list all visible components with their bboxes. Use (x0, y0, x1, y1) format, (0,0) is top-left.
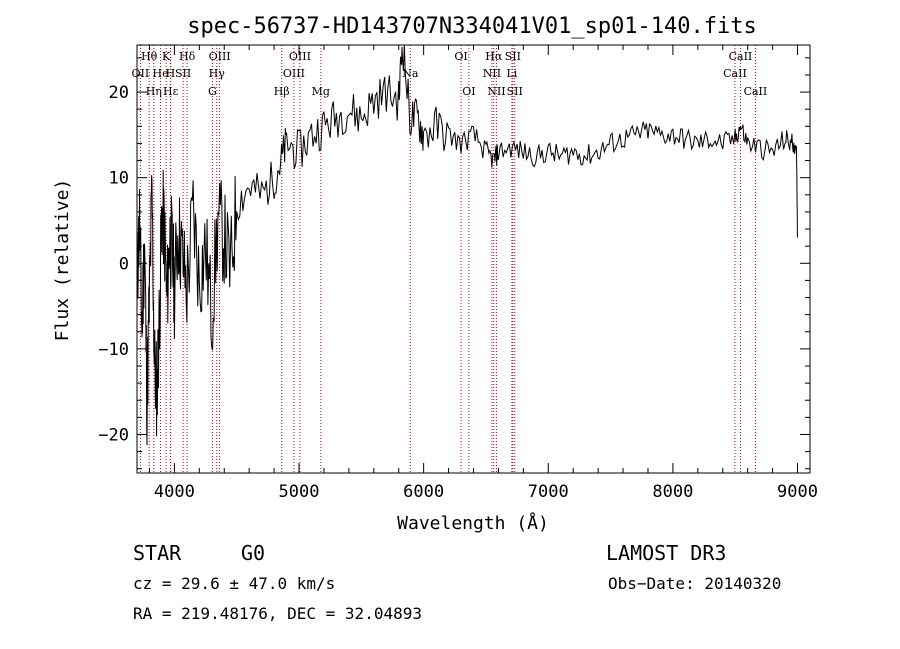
object-class: STAR (133, 541, 182, 565)
y-tick-label: 20 (109, 83, 129, 103)
spectral-line-label: Hη (146, 85, 162, 98)
spectral-line-label: OIII (289, 50, 311, 63)
y-axis-label: Flux (relative) (52, 179, 73, 342)
spectral-line-label: Hβ (274, 85, 290, 98)
x-tick-label: 8000 (652, 482, 693, 502)
spectral-line-label: Hα (485, 50, 503, 63)
coordinates: RA = 219.48176, DEC = 32.04893 (133, 604, 422, 623)
x-axis-label: Wavelength (Å) (397, 512, 549, 534)
x-axis-ticks: 4000 5000 6000 7000 8000 9000 (148, 45, 818, 502)
y-tick-label: 0 (119, 254, 129, 274)
spectral-line-label: CaII (729, 50, 753, 63)
spectral-line-label: Hθ (141, 50, 158, 63)
spectral-line-label: CaII (723, 67, 747, 80)
x-tick-label: 7000 (528, 482, 569, 502)
chart-title: spec-56737-HD143707N334041V01_sp01-140.f… (187, 14, 757, 39)
object-subclass: G0 (241, 541, 265, 565)
spectral-line-label: Hε (163, 85, 179, 98)
y-tick-label: −10 (98, 340, 129, 360)
redshift-velocity: cz = 29.6 ± 47.0 km/s (133, 574, 335, 593)
observation-date: Obs−Date: 20140320 (608, 574, 781, 593)
spectral-line-label: H (166, 67, 176, 80)
spectral-line-label: OIII (283, 67, 305, 80)
x-tick-label: 6000 (403, 482, 444, 502)
spectral-line-label: OI (462, 85, 475, 98)
plot-frame (136, 44, 811, 474)
spectral-line-label: SII (507, 85, 523, 98)
series-layer (136, 44, 798, 446)
spectral-line-label: Na (402, 67, 419, 80)
spectral-line-label: Li (506, 67, 517, 80)
spectrum-line (136, 44, 798, 446)
survey-name: LAMOST DR3 (606, 541, 726, 565)
spectral-line-label: NII (487, 85, 505, 98)
y-tick-label: 10 (109, 169, 129, 189)
spectral-line-label: K (162, 50, 171, 63)
y-tick-label: −20 (98, 425, 129, 445)
spectral-line-label: He (153, 67, 169, 80)
spectral-line-label: Mg (312, 85, 330, 98)
spectral-line-label: SII (505, 50, 521, 63)
x-tick-label: 5000 (279, 482, 320, 502)
x-tick-label: 9000 (777, 482, 818, 502)
y-axis-ticks: −20 −10 0 10 20 (98, 57, 810, 470)
x-tick-label: 4000 (154, 482, 195, 502)
spectral-line-label: OIII (209, 50, 231, 63)
spectral-line-label: Hδ (179, 50, 196, 63)
spectral-line-label: CaII (744, 85, 768, 98)
spectral-line-label: OII (132, 67, 150, 80)
spectral-line-label: Hγ (209, 67, 226, 80)
spectral-line-label: OI (454, 50, 467, 63)
spectral-line-label: G (208, 85, 217, 98)
spectral-line-label: SII (175, 67, 191, 80)
spectral-line-label: NII (483, 67, 501, 80)
